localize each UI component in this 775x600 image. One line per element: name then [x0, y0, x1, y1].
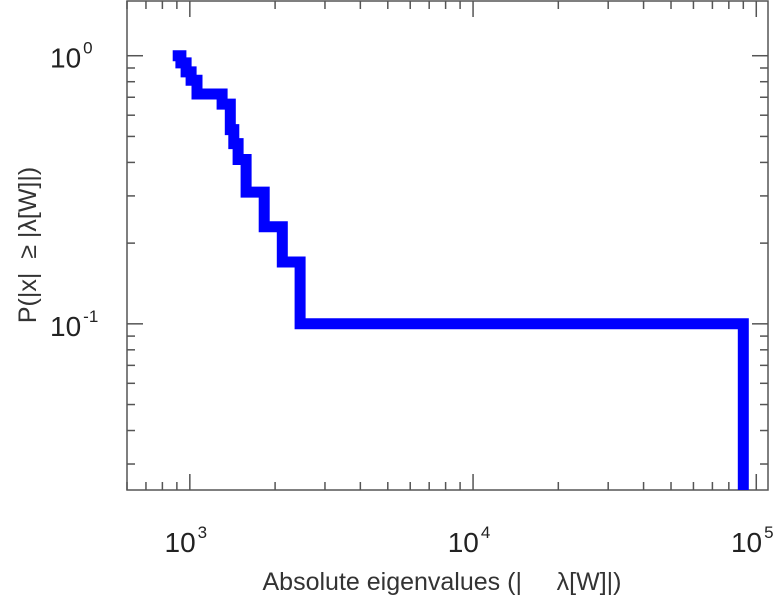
x-tick-label: 10 5 — [731, 523, 774, 558]
y-tick-label: 10 -1 — [50, 307, 98, 342]
plot-frame — [126, 0, 769, 491]
x-tick-label: 10 4 — [448, 523, 491, 558]
axis-ticks — [126, 1, 768, 490]
series-line — [172, 50, 749, 490]
series-layer — [172, 50, 749, 490]
x-tick-label: 10 3 — [165, 523, 208, 558]
tick-labels: 10 3 10 4 10 5 10 0 10 -1 — [50, 39, 774, 558]
y-axis-label: P(|x| ≥ |λ[W]|) — [14, 167, 42, 323]
x-axis-label: Absolute eigenvalues (| λ[W]|) — [263, 568, 622, 596]
y-tick-label: 10 0 — [50, 39, 93, 74]
